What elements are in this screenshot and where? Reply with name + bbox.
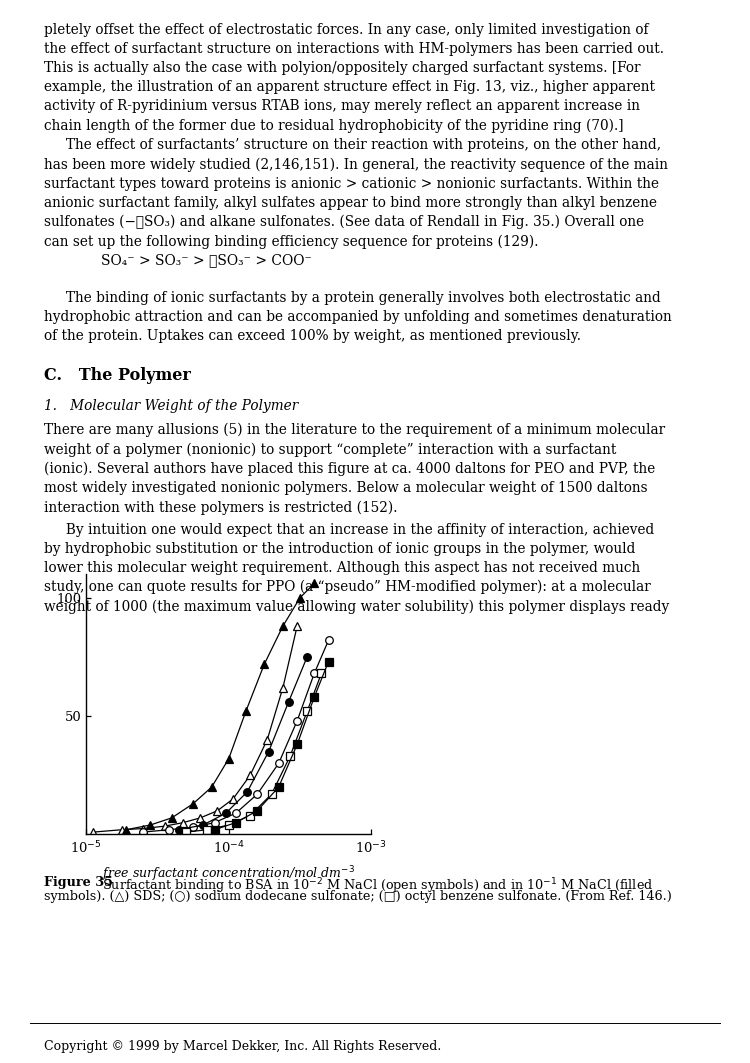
Text: SO₄⁻ > SO₃⁻ > ∅SO₃⁻ > COO⁻: SO₄⁻ > SO₃⁻ > ∅SO₃⁻ > COO⁻: [101, 253, 312, 267]
Text: 1.   Molecular Weight of the Polymer: 1. Molecular Weight of the Polymer: [44, 399, 298, 412]
Text: symbols). (△) SDS; (○) sodium dodecane sulfonate; (□) octyl benzene sulfonate. (: symbols). (△) SDS; (○) sodium dodecane s…: [44, 890, 671, 902]
Text: pletely offset the effect of electrostatic forces. In any case, only limited inv: pletely offset the effect of electrostat…: [44, 23, 664, 133]
Text: C.   The Polymer: C. The Polymer: [44, 367, 190, 384]
Text: The effect of surfactants’ structure on their reaction with proteins, on the oth: The effect of surfactants’ structure on …: [44, 138, 668, 249]
Text: There are many allusions (5) in the literature to the requirement of a minimum m: There are many allusions (5) in the lite…: [44, 423, 664, 514]
Text: Surfactant binding to BSA in 10$^{-2}$ M NaCl (open symbols) and in 10$^{-1}$ M : Surfactant binding to BSA in 10$^{-2}$ M…: [86, 876, 653, 895]
Text: Figure 35: Figure 35: [44, 876, 112, 889]
Text: Copyright © 1999 by Marcel Dekker, Inc. All Rights Reserved.: Copyright © 1999 by Marcel Dekker, Inc. …: [44, 1040, 441, 1052]
Text: By intuition one would expect that an increase in the affinity of interaction, a: By intuition one would expect that an in…: [44, 523, 669, 614]
Text: The binding of ionic surfactants by a protein generally involves both electrosta: The binding of ionic surfactants by a pr…: [44, 291, 671, 343]
X-axis label: free surfactant concentration/mol dm$^{-3}$: free surfactant concentration/mol dm$^{-…: [102, 864, 356, 883]
